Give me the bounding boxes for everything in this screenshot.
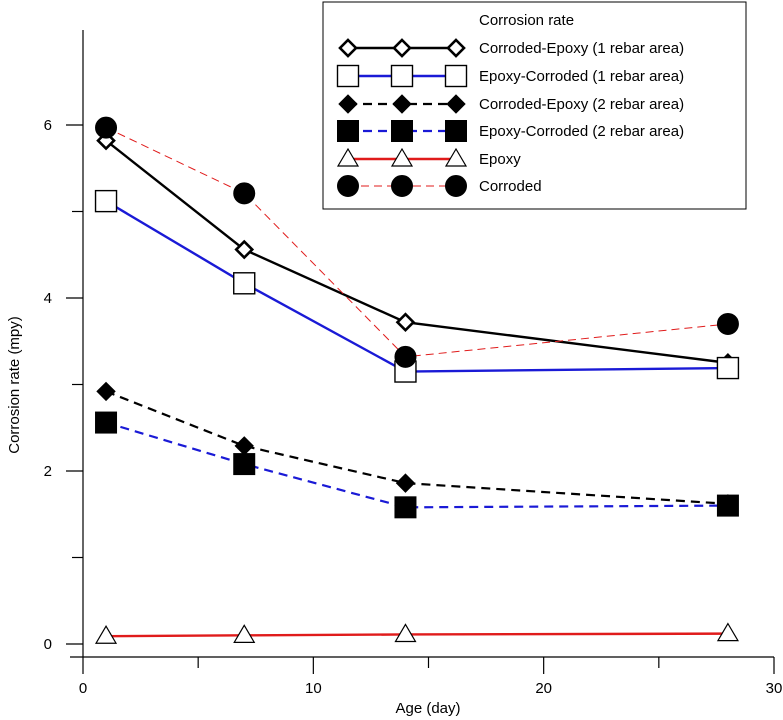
series-line-corroded-epoxy-1-rebar-area bbox=[105, 139, 729, 365]
legend-marker bbox=[445, 120, 467, 142]
data-point-epoxy-corroded-2-rebar-area bbox=[716, 494, 739, 517]
legend-marker bbox=[390, 64, 414, 88]
series-line-epoxy-corroded-1-rebar-area bbox=[105, 200, 728, 373]
data-point-epoxy-corroded-1-rebar-area bbox=[716, 356, 740, 380]
legend-box bbox=[322, 1, 747, 210]
x-axis-title: Age (day) bbox=[395, 700, 460, 717]
legend-marker bbox=[337, 120, 359, 142]
plot-lines bbox=[105, 127, 729, 638]
axes: 0 2 4 6 0 10 20 30 bbox=[44, 30, 783, 697]
x-tick-label: 0 bbox=[79, 680, 87, 697]
legend-marker bbox=[446, 94, 466, 114]
legend: Corrosion rate Corroded-Epoxy (1 rebar a… bbox=[322, 1, 747, 210]
series-line-corroded-epoxy-2-rebar-area bbox=[105, 390, 729, 505]
legend-label: Epoxy-Corroded (1 rebar area) bbox=[479, 68, 684, 85]
y-tick-label: 4 bbox=[44, 290, 52, 307]
data-point-epoxy bbox=[94, 625, 118, 644]
data-point-corroded-epoxy-1-rebar-area bbox=[234, 239, 255, 260]
legend-marker bbox=[338, 94, 358, 114]
legend-marker bbox=[392, 38, 412, 58]
plot-markers bbox=[94, 116, 740, 644]
series-line-epoxy-corroded-2-rebar-area bbox=[105, 421, 728, 509]
data-point-corroded-epoxy-2-rebar-area bbox=[234, 436, 254, 456]
legend-label: Epoxy bbox=[479, 151, 521, 168]
series-line-epoxy bbox=[106, 632, 728, 638]
data-point-epoxy-corroded-2-rebar-area bbox=[95, 411, 118, 434]
legend-marker bbox=[336, 147, 360, 167]
x-tick-label: 20 bbox=[535, 680, 552, 697]
legend-marker bbox=[445, 175, 467, 197]
data-point-corroded bbox=[95, 116, 118, 139]
data-point-corroded bbox=[233, 182, 256, 205]
legend-marker bbox=[444, 64, 468, 88]
data-point-epoxy bbox=[394, 623, 417, 643]
legend-marker bbox=[337, 175, 359, 197]
data-point-epoxy bbox=[233, 624, 256, 643]
legend-label: Corroded-Epoxy (2 rebar area) bbox=[479, 96, 684, 113]
legend-marker bbox=[446, 38, 466, 58]
legend-label: Corroded-Epoxy (1 rebar area) bbox=[479, 40, 684, 57]
data-point-epoxy-corroded-2-rebar-area bbox=[233, 453, 256, 476]
legend-marker bbox=[391, 175, 413, 197]
data-point-epoxy-corroded-1-rebar-area bbox=[94, 189, 118, 213]
legend-marker bbox=[444, 147, 468, 167]
legend-label: Epoxy-Corroded (2 rebar area) bbox=[479, 123, 684, 140]
legend-marker bbox=[336, 64, 360, 88]
series-line-corroded bbox=[105, 127, 728, 358]
y-tick-label: 0 bbox=[44, 636, 52, 653]
data-point-corroded-epoxy-2-rebar-area bbox=[96, 381, 116, 402]
legend-title: Corrosion rate bbox=[479, 12, 574, 29]
legend-label: Corroded bbox=[479, 178, 542, 195]
legend-marker bbox=[390, 147, 414, 167]
y-tick-label: 2 bbox=[44, 463, 52, 480]
x-tick-label: 10 bbox=[305, 680, 322, 697]
data-point-corroded bbox=[394, 345, 417, 368]
data-point-epoxy-corroded-2-rebar-area bbox=[394, 496, 417, 519]
legend-marker bbox=[391, 120, 413, 142]
x-tick-label: 30 bbox=[766, 680, 783, 697]
data-point-corroded-epoxy-1-rebar-area bbox=[395, 312, 416, 333]
legend-marker bbox=[338, 38, 358, 58]
data-point-epoxy-corroded-1-rebar-area bbox=[233, 272, 256, 295]
y-tick-label: 6 bbox=[44, 117, 52, 134]
data-point-corroded bbox=[716, 312, 739, 335]
data-point-corroded-epoxy-2-rebar-area bbox=[395, 473, 416, 493]
y-axis-title: Corrosion rate (mpy) bbox=[6, 316, 23, 454]
data-point-epoxy bbox=[716, 622, 739, 642]
legend-entries: Corroded-Epoxy (1 rebar area) Epoxy-Corro… bbox=[336, 38, 684, 197]
legend-marker bbox=[392, 94, 412, 114]
